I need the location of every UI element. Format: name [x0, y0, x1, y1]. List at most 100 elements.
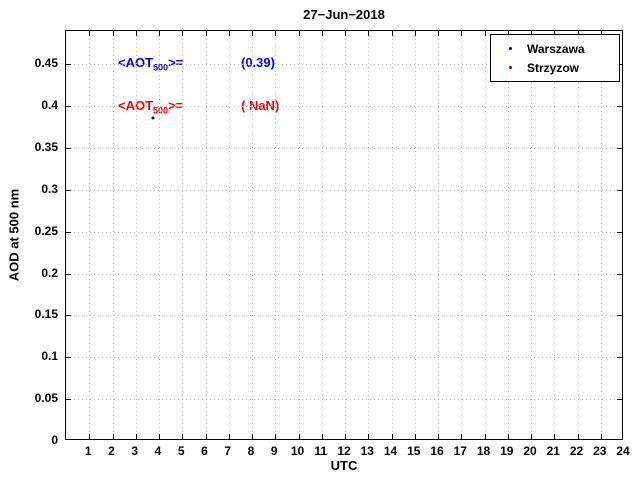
y-tick-label: 0.05 [34, 391, 58, 406]
x-tick-mark [298, 434, 300, 439]
data-point [151, 116, 155, 120]
x-axis-label: UTC [330, 458, 358, 473]
x-tick-label: 8 [247, 444, 255, 458]
y-gridline [66, 315, 622, 317]
x-tick-label: 11 [314, 444, 328, 458]
x-tick-label: 23 [593, 444, 607, 458]
x-gridline [600, 31, 602, 439]
y-gridline [66, 399, 622, 401]
x-tick-mark [554, 31, 556, 36]
x-tick-mark [391, 434, 393, 439]
y-gridline [66, 231, 622, 233]
legend-marker-box [497, 66, 523, 69]
y-tick-label: 0 [51, 433, 58, 447]
x-gridline [298, 31, 300, 439]
y-gridline [66, 64, 622, 66]
x-tick-mark [507, 434, 509, 439]
y-gridline [66, 189, 622, 191]
x-gridline [484, 31, 486, 439]
x-tick-mark [484, 434, 486, 439]
x-tick-label: 13 [360, 444, 374, 458]
x-gridline [228, 31, 230, 439]
y-tick-mark [617, 231, 622, 233]
plot-area: <AOT500>= (0.39) <AOT500>= ( NaN) Warsza… [65, 30, 623, 440]
x-tick-mark [205, 31, 207, 36]
x-tick-mark [577, 434, 579, 439]
x-tick-label: 22 [569, 444, 584, 458]
x-tick-label: 21 [546, 444, 560, 458]
annotation-warszawa-mean: <AOT500>= (0.39) [118, 55, 275, 73]
y-tick-label: 0.45 [34, 56, 58, 71]
x-tick-label: 1 [84, 444, 92, 458]
warszawa-marker-dot [508, 47, 512, 50]
x-tick-label: 14 [383, 444, 398, 458]
x-gridline [345, 31, 346, 439]
legend: Warszawa Strzyzow [490, 34, 620, 82]
x-tick-mark [275, 31, 277, 36]
y-tick-mark [617, 106, 622, 108]
annotation-value: (0.39) [241, 55, 275, 70]
y-tick-mark [66, 399, 71, 401]
x-tick-mark [554, 434, 556, 439]
x-tick-mark [89, 31, 91, 36]
x-tick-mark [321, 434, 323, 439]
annotation-strzyzow-mean: <AOT500>= ( NaN) [118, 98, 279, 116]
legend-marker-box [497, 47, 523, 50]
x-gridline [89, 31, 91, 439]
strzyzow-marker-dot [508, 66, 512, 69]
y-tick-mark [66, 357, 71, 359]
y-tick-mark [66, 106, 71, 108]
x-gridline [461, 31, 463, 439]
x-gridline [577, 31, 579, 439]
x-tick-mark [345, 31, 346, 36]
x-tick-label: 16 [430, 444, 444, 458]
x-tick-mark [298, 31, 300, 36]
x-tick-label: 17 [453, 444, 467, 458]
x-tick-mark [507, 31, 509, 36]
x-gridline [507, 31, 509, 439]
y-tick-label: 0.3 [41, 181, 58, 196]
y-gridline [66, 148, 622, 150]
x-gridline [391, 31, 393, 439]
y-tick-label: 0.2 [41, 265, 58, 280]
legend-entry-warszawa: Warszawa [491, 39, 619, 58]
x-tick-mark [461, 434, 463, 439]
x-tick-label: 6 [201, 444, 208, 458]
x-tick-label: 5 [177, 444, 185, 458]
x-tick-mark [391, 31, 393, 36]
x-tick-label: 7 [224, 444, 232, 458]
y-tick-label: 0.1 [41, 349, 58, 364]
x-tick-mark [531, 31, 532, 36]
x-tick-mark [414, 434, 416, 439]
y-tick-mark [617, 273, 622, 275]
legend-label-strzyzow: Strzyzow [527, 60, 580, 75]
x-gridline [159, 31, 160, 439]
x-tick-mark [275, 434, 277, 439]
y-tick-mark [617, 189, 622, 191]
x-gridline [182, 31, 184, 439]
annotation-value: ( NaN) [241, 98, 280, 113]
x-tick-mark [438, 31, 439, 36]
x-gridline [252, 31, 253, 439]
x-tick-label: 24 [616, 444, 630, 458]
x-tick-mark [112, 434, 114, 439]
x-tick-mark [438, 434, 439, 439]
y-gridline [66, 273, 622, 275]
x-tick-label: 15 [407, 444, 421, 458]
x-tick-mark [135, 31, 137, 36]
x-tick-mark [484, 31, 486, 36]
x-tick-label: 19 [500, 444, 514, 458]
x-gridline [554, 31, 556, 439]
x-tick-mark [368, 434, 370, 439]
chart-title: 27−Jun−2018 [303, 7, 385, 22]
x-tick-mark [159, 434, 160, 439]
x-tick-mark [89, 434, 91, 439]
x-tick-label: 9 [270, 444, 278, 458]
x-tick-label: 3 [131, 444, 139, 458]
x-gridline [135, 31, 137, 439]
y-tick-mark [66, 64, 71, 66]
x-gridline [414, 31, 416, 439]
x-tick-mark [135, 434, 137, 439]
x-tick-label: 18 [476, 444, 491, 458]
y-tick-mark [66, 148, 71, 150]
